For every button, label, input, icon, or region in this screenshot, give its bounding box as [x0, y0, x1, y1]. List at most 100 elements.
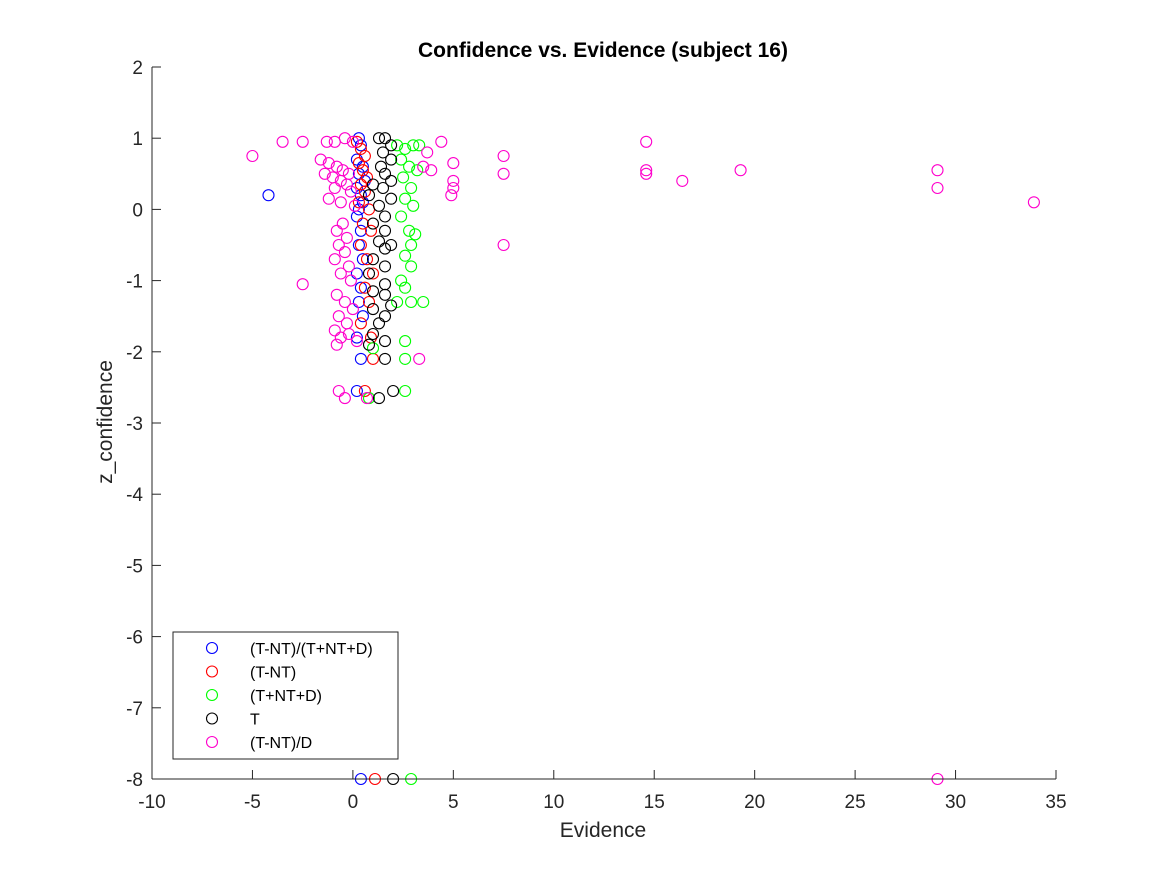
- data-point: [399, 142, 412, 155]
- data-point: [403, 160, 416, 173]
- data-point: [399, 384, 412, 398]
- data-point: [405, 181, 418, 195]
- data-point: [366, 253, 380, 266]
- data-point: [405, 295, 418, 309]
- data-point: [328, 324, 341, 337]
- data-point: [421, 146, 434, 159]
- data-point: [356, 253, 369, 266]
- data-point: [362, 338, 376, 351]
- legend-item: (T+NT+D): [205, 688, 322, 705]
- data-point: [340, 317, 353, 330]
- x-tick-label: 25: [845, 792, 866, 813]
- data-point: [376, 181, 390, 195]
- data-point: [376, 146, 390, 159]
- data-point: [350, 331, 363, 344]
- legend-label: (T-NT): [250, 665, 296, 682]
- data-point: [413, 139, 426, 152]
- data-point: [364, 224, 378, 237]
- data-point: [395, 210, 408, 223]
- data-point: [447, 174, 460, 187]
- data-point: [296, 135, 309, 148]
- data-point: [417, 160, 430, 173]
- y-tick-label: -7: [126, 699, 143, 720]
- data-point: [346, 135, 359, 148]
- data-point: [354, 317, 367, 330]
- data-point: [356, 164, 369, 177]
- data-point: [352, 295, 365, 309]
- data-point: [322, 192, 335, 205]
- data-point: [362, 295, 376, 309]
- legend: (T-NT)/(T+NT+D) (T-NT) (T+NT+D) T (T-NT)/D: [172, 631, 399, 760]
- data-point: [350, 384, 363, 398]
- data-point: [378, 224, 392, 237]
- data-point: [391, 295, 404, 309]
- data-point: [276, 135, 289, 148]
- data-point: [330, 224, 343, 237]
- data-point: [676, 174, 689, 187]
- x-tick-label: 5: [448, 792, 459, 813]
- data-point: [372, 235, 386, 248]
- data-point: [640, 164, 653, 177]
- data-point: [352, 203, 365, 216]
- data-point: [342, 260, 355, 273]
- data-point: [332, 384, 345, 398]
- data-point: [366, 342, 380, 355]
- data-point: [385, 139, 398, 152]
- data-point: [334, 174, 347, 187]
- y-tick-label: 2: [132, 58, 143, 79]
- x-tick-label: 10: [543, 792, 564, 813]
- data-point: [356, 310, 369, 323]
- data-point: [409, 228, 422, 241]
- data-point: [435, 135, 448, 148]
- data-point: [354, 238, 367, 252]
- data-point: [366, 217, 380, 230]
- data-point: [358, 185, 371, 198]
- data-point: [362, 267, 376, 280]
- series-1: [350, 135, 382, 786]
- x-tick-label: -5: [244, 792, 261, 813]
- data-point: [340, 178, 353, 191]
- data-point: [334, 196, 347, 209]
- legend-label: (T-NT)/(T+NT+D): [250, 641, 373, 658]
- data-point: [366, 267, 380, 280]
- data-point: [378, 352, 392, 365]
- data-point: [344, 274, 357, 287]
- legend-marker: [205, 712, 219, 725]
- data-point: [350, 267, 363, 280]
- data-point: [385, 174, 398, 187]
- data-point: [497, 149, 510, 163]
- data-point: [354, 352, 367, 365]
- data-point: [362, 203, 376, 216]
- data-point: [391, 139, 404, 152]
- data-point: [399, 192, 412, 205]
- y-tick-label: -6: [126, 628, 143, 649]
- data-point: [350, 210, 363, 223]
- legend-marker: [205, 735, 219, 749]
- data-point: [385, 153, 398, 166]
- y-axis-label: z_confidence: [94, 360, 117, 484]
- x-tick-label: 0: [348, 792, 359, 813]
- data-point: [360, 253, 374, 266]
- series-3: [362, 132, 400, 786]
- data-point: [366, 352, 380, 365]
- data-point: [338, 295, 351, 309]
- data-point: [403, 224, 416, 237]
- data-point: [350, 335, 363, 348]
- data-point: [399, 352, 412, 365]
- data-point: [296, 278, 309, 291]
- data-point: [344, 185, 357, 198]
- data-point: [374, 160, 388, 173]
- series-0: [262, 132, 371, 786]
- data-point: [378, 310, 392, 323]
- data-point: [338, 246, 351, 259]
- data-point: [417, 295, 430, 309]
- data-point: [262, 189, 275, 202]
- data-point: [320, 135, 333, 148]
- data-point: [360, 171, 374, 184]
- y-tick-label: 0: [132, 200, 143, 221]
- data-point: [640, 135, 653, 148]
- data-point: [334, 267, 347, 280]
- data-point: [336, 217, 349, 230]
- data-point: [360, 392, 374, 405]
- y-tick-label: -5: [126, 556, 143, 577]
